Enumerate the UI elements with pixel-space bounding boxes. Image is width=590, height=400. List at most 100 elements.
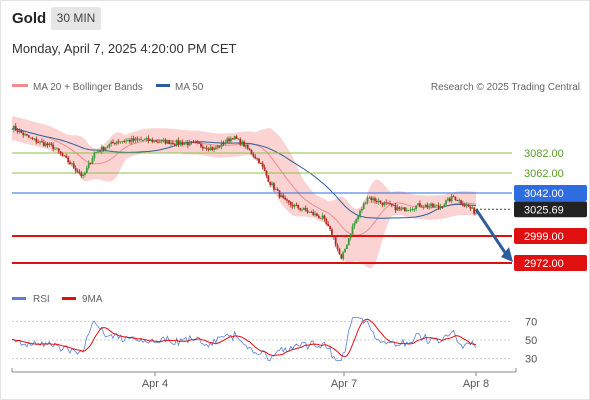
candle-body [162,139,165,141]
candle-body [213,147,215,150]
candle-body [76,170,79,173]
level-tag-2972.00 [514,255,587,271]
candle-body [407,210,410,211]
candle-body [317,215,320,218]
candle-body [95,151,98,153]
candle-body [16,130,19,133]
candle-body [54,148,56,150]
candle-body [22,132,25,136]
candle-body [93,152,96,159]
candle-body [164,139,167,144]
candle-body [443,204,446,207]
candle-body [158,141,161,143]
candle-body [360,208,363,211]
candle-body [293,204,296,207]
candle-body [231,138,234,140]
candle-body [12,126,15,130]
candle-body [200,143,202,147]
chart-datetime: Monday, April 7, 2025 4:20:00 PM CET [12,41,237,56]
candle-body [400,208,403,210]
candle-body [41,141,43,143]
candle-body [138,139,141,141]
candle-body [175,140,178,145]
candle-body [426,204,429,208]
rsi-tick-label-50: 50 [525,335,537,347]
candle-body [351,226,354,235]
candle-body [467,205,470,207]
candle-body [346,245,348,250]
current-price-label: 3025.69 [524,204,564,216]
candle-body [130,138,133,142]
candle-body [387,202,389,204]
candle-body [340,254,343,259]
candle-body [61,153,64,156]
candle-body [14,126,17,131]
candle-body [445,200,447,205]
candle-body [115,141,118,144]
candle-body [56,148,58,150]
candle-body [170,142,172,145]
candle-body [239,138,242,145]
candle-body [106,146,109,148]
candle-body [222,142,225,145]
candle-body [121,141,124,142]
candle-body [385,202,388,204]
candle-body [323,215,326,219]
candle-body [379,200,382,203]
x-tick-label-apr8: Apr 8 [463,378,489,390]
candle-body [117,141,120,143]
candle-body [308,211,311,213]
candle-body [143,139,146,140]
candle-body [374,198,376,202]
candle-body [381,202,384,206]
candle-body [108,144,111,147]
candle-body [104,147,107,151]
candle-body [248,148,251,151]
candle-body [372,198,374,200]
candle-body [119,141,122,143]
candle-body [288,200,290,203]
candle-body [102,146,105,151]
candle-body [297,204,300,209]
forecast-arrow-head [501,247,513,262]
candle-body [84,172,86,175]
candle-body [420,206,423,208]
candle-body [280,195,283,198]
level-label-3062.00: 3062.00 [524,168,564,180]
candle-body [424,204,427,207]
rsi-tick-label-70: 70 [525,316,537,328]
candle-body [114,142,116,144]
candle-body [37,142,40,144]
candle-body [432,203,434,207]
candle-body [216,145,219,148]
candle-body [87,163,90,168]
candle-body [59,151,62,154]
candle-body [390,203,393,206]
candle-body [46,143,49,146]
candle-body [168,140,171,145]
candle-body [267,175,270,182]
candle-body [347,238,350,246]
legend-ma50-label: MA 50 [175,82,204,93]
candle-body [39,141,41,143]
candle-body [173,144,176,145]
level-label-2999.00: 2999.00 [524,231,564,243]
candle-body [181,142,184,145]
candle-body [155,140,157,142]
candle-body [136,138,139,140]
candle-body [67,157,70,163]
instrument-title: Gold [12,10,47,27]
candle-body [435,205,438,207]
candle-body [271,183,273,185]
candle-body [91,158,94,164]
candle-body [447,198,449,201]
candle-body [473,207,476,214]
candle-body [172,142,174,145]
candle-body [465,205,468,206]
candle-body [334,237,337,246]
candle-body [74,167,77,171]
timeframe-badge[interactable]: 30 MIN [51,7,101,30]
candle-body [349,234,352,239]
candle-body [140,139,142,141]
candle-body [207,149,210,150]
